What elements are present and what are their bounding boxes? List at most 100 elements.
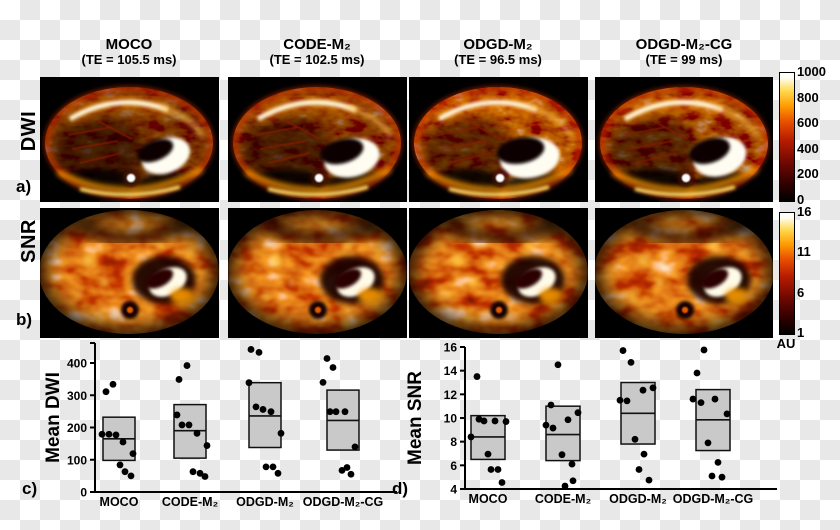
data-point [189, 468, 197, 476]
colorbar-tick: 200 [797, 166, 819, 182]
data-point [109, 380, 117, 388]
data-point [547, 401, 555, 409]
x-category-label: MOCO [100, 495, 139, 509]
y-tick-label: 16 [444, 341, 458, 355]
y-tick-label: 4 [450, 483, 457, 497]
data-point [569, 477, 577, 485]
y-tick-label: 100 [67, 453, 87, 467]
y-tick-label: 12 [444, 388, 458, 402]
x-category-label: CODE-M₂ [535, 492, 591, 506]
data-point [116, 461, 124, 469]
y-tick-label: 200 [67, 421, 87, 435]
data-point [329, 364, 337, 371]
column-header-moco: MOCO (TE = 105.5 ms) [39, 36, 219, 68]
data-point [708, 472, 716, 480]
mean-dwi-chart: 0 100 200 300 400 MOCO CODE-M₂ ODGD-M₂ ODGD-M₂-C… [43, 342, 397, 509]
colorbar-tick: 16 [797, 204, 812, 219]
column-title: ODGD-M₂-CG [635, 36, 733, 53]
data-point [697, 399, 705, 407]
data-point [700, 346, 708, 354]
data-point [338, 466, 346, 474]
std-box [248, 381, 282, 449]
y-tick-label: 10 [444, 412, 458, 426]
column-title: ODGD-M₂ [463, 36, 533, 53]
data-point [494, 466, 502, 473]
data-point [262, 463, 270, 471]
data-point [252, 403, 260, 411]
data-point [714, 458, 722, 466]
data-point [635, 466, 643, 473]
data-point [319, 378, 327, 386]
y-tick-label: 8 [450, 435, 457, 449]
y-tick-label: 0 [80, 486, 87, 500]
column-te: (TE = 105.5 ms) [81, 52, 177, 68]
data-point [631, 435, 639, 443]
dwi-colorbar [779, 72, 795, 202]
data-point [704, 439, 712, 447]
data-point [554, 361, 562, 369]
data-point [561, 482, 569, 490]
data-point [649, 384, 657, 392]
data-point [203, 442, 211, 449]
data-point [259, 406, 267, 413]
column-te: (TE = 102.5 ms) [269, 52, 365, 68]
data-point [323, 355, 331, 362]
data-point [105, 430, 113, 438]
mri-dwi-code-m2 [228, 77, 407, 202]
data-point [718, 473, 726, 481]
x-category-label: ODGD-M₂-CG [303, 495, 384, 509]
colorbar-tick: 800 [797, 89, 819, 105]
data-point [98, 430, 106, 438]
data-point [341, 408, 349, 416]
data-point [473, 373, 481, 380]
data-point [196, 469, 204, 477]
data-point [484, 450, 492, 458]
data-point [491, 417, 499, 425]
data-point [558, 451, 566, 459]
data-point [326, 408, 334, 416]
y-tick-label: 6 [450, 459, 457, 473]
data-point [549, 424, 557, 432]
data-point [467, 433, 475, 441]
y-axis-title: Mean DWI [43, 372, 64, 463]
data-point [343, 464, 351, 471]
column-header-odgd-m2: ODGD-M₂ (TE = 96.5 ms) [408, 36, 588, 68]
data-point [274, 469, 282, 477]
data-point [112, 431, 120, 439]
data-point [627, 358, 635, 366]
data-point [645, 476, 653, 484]
colorbar-tick: 11 [797, 244, 811, 260]
data-point [639, 386, 647, 394]
data-point [185, 421, 193, 429]
colorbar-unit-label: AU [776, 336, 796, 351]
panel-letter-a: a) [16, 177, 32, 196]
column-header-code-m2: CODE-M₂ (TE = 102.5 ms) [227, 36, 407, 68]
data-point [247, 346, 255, 353]
data-point [480, 417, 488, 425]
column-te: (TE = 96.5 ms) [454, 52, 542, 68]
data-point [542, 421, 550, 429]
column-title: MOCO [105, 36, 153, 53]
x-category-label: ODGD-M₂-CG [673, 492, 754, 506]
data-point [267, 408, 275, 416]
mri-snr-code-m2 [228, 208, 407, 338]
mri-snr-odgd-m2 [409, 208, 588, 338]
row-label-snr: SNR [18, 219, 40, 263]
data-point [178, 421, 186, 429]
panel-letter-d: d) [392, 479, 409, 498]
column-title: CODE-M₂ [283, 36, 351, 53]
y-tick-label: 300 [67, 389, 87, 403]
data-point [127, 472, 135, 480]
column-te: (TE = 99 ms) [645, 52, 723, 68]
mri-snr-odgd-m2-cg [595, 208, 773, 338]
data-point [183, 362, 191, 369]
column-header-odgd-m2-cg: ODGD-M₂-CG (TE = 99 ms) [594, 36, 774, 68]
data-point [564, 416, 572, 424]
data-point [347, 470, 355, 478]
data-point [619, 347, 627, 354]
mri-dwi-odgd-m2-cg [595, 77, 773, 202]
mri-dwi-odgd-m2 [409, 77, 588, 202]
data-point [502, 418, 510, 425]
data-point [193, 429, 201, 437]
x-category-label: MOCO [469, 492, 508, 506]
